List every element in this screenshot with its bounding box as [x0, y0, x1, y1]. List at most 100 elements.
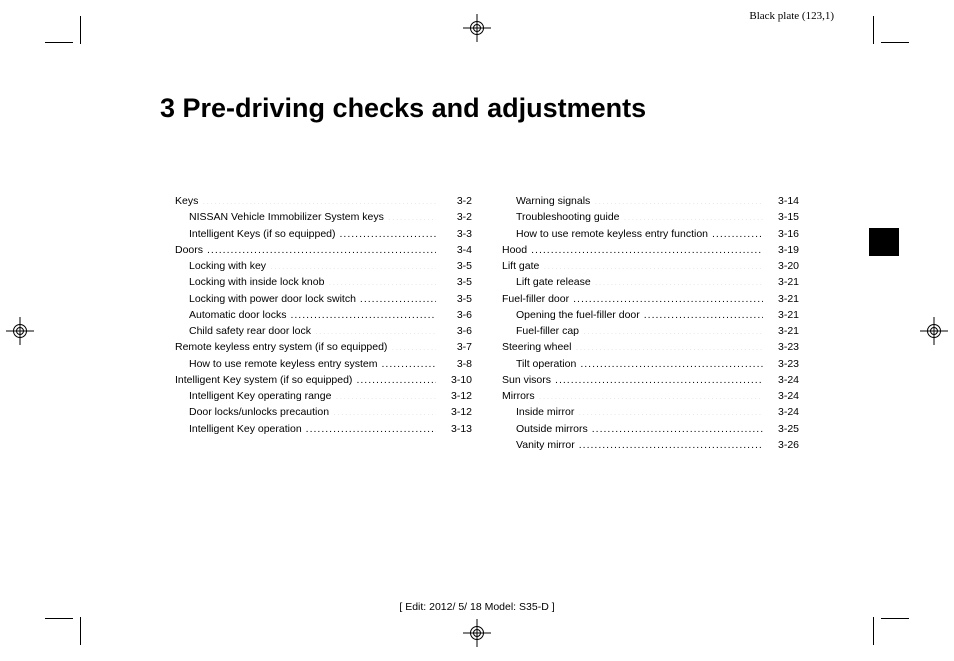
toc-page-number: 3-15: [767, 209, 799, 225]
registration-mark-icon: [463, 619, 491, 647]
crop-mark: [873, 617, 874, 645]
toc-row: Child safety rear door lock 3-6: [175, 323, 472, 339]
toc-leader-dots: [644, 307, 763, 318]
toc-leader-dots: [575, 340, 763, 351]
toc-label: Child safety rear door lock: [189, 323, 311, 339]
toc-leader-dots: [360, 291, 436, 302]
toc-label: Intelligent Key operating range: [189, 388, 331, 404]
toc-row: Mirrors 3-24: [502, 388, 799, 404]
toc-leader-dots: [592, 421, 763, 432]
toc-leader-dots: [306, 421, 436, 432]
toc-label: Lift gate: [502, 258, 539, 274]
toc-leader-dots: [391, 340, 436, 351]
toc-leader-dots: [270, 259, 436, 270]
crop-mark: [873, 16, 874, 44]
crop-mark: [881, 618, 909, 619]
toc-left-column: Keys3-2NISSAN Vehicle Immobilizer System…: [175, 193, 472, 453]
toc-row: Lift gate release 3-21: [502, 274, 799, 290]
toc-leader-dots: [340, 226, 436, 237]
toc-page-number: 3-26: [767, 437, 799, 453]
toc-row: Steering wheel3-23: [502, 339, 799, 355]
toc-row: Intelligent Keys (if so equipped)3-3: [175, 226, 472, 242]
toc-row: Fuel-filler cap3-21: [502, 323, 799, 339]
toc-label: Lift gate release: [516, 274, 591, 290]
toc-leader-dots: [555, 372, 763, 383]
toc-leader-dots: [381, 356, 436, 367]
toc-label: Locking with inside lock knob: [189, 274, 324, 290]
toc-leader-dots: [573, 291, 763, 302]
toc-row: Troubleshooting guide3-15: [502, 209, 799, 225]
toc-leader-dots: [388, 210, 436, 221]
toc-label: Keys: [175, 193, 198, 209]
toc-label: Locking with power door lock switch: [189, 291, 356, 307]
toc-label: Intelligent Keys (if so equipped): [189, 226, 336, 242]
toc-page-number: 3-24: [767, 372, 799, 388]
toc-row: Doors 3-4: [175, 242, 472, 258]
toc-row: Inside mirror3-24: [502, 404, 799, 420]
toc-leader-dots: [712, 226, 763, 237]
toc-leader-dots: [335, 389, 436, 400]
toc-page-number: 3-2: [440, 209, 472, 225]
toc-label: Intelligent Key system (if so equipped): [175, 372, 352, 388]
toc-page-number: 3-4: [440, 242, 472, 258]
toc-row: Intelligent Key operating range3-12: [175, 388, 472, 404]
toc-leader-dots: [580, 356, 763, 367]
toc-page-number: 3-14: [767, 193, 799, 209]
section-tab: [869, 228, 899, 256]
toc-page-number: 3-19: [767, 242, 799, 258]
toc-label: NISSAN Vehicle Immobilizer System keys: [189, 209, 384, 225]
toc-row: How to use remote keyless entry function…: [502, 226, 799, 242]
toc-page-number: 3-10: [440, 372, 472, 388]
toc-row: Intelligent Key operation3-13: [175, 421, 472, 437]
toc-page-number: 3-21: [767, 307, 799, 323]
toc-page-number: 3-21: [767, 274, 799, 290]
toc-leader-dots: [578, 405, 763, 416]
toc-row: NISSAN Vehicle Immobilizer System keys 3-…: [175, 209, 472, 225]
registration-mark-icon: [6, 317, 34, 345]
toc-leader-dots: [202, 194, 436, 205]
page-footer: [ Edit: 2012/ 5/ 18 Model: S35-D ]: [85, 601, 869, 613]
toc-label: Hood: [502, 242, 527, 258]
toc-page-number: 3-5: [440, 274, 472, 290]
toc-leader-dots: [594, 194, 763, 205]
toc-leader-dots: [539, 389, 763, 400]
toc-leader-dots: [543, 259, 763, 270]
toc-row: How to use remote keyless entry system3-…: [175, 356, 472, 372]
toc-page-number: 3-24: [767, 404, 799, 420]
toc-label: Fuel-filler door: [502, 291, 569, 307]
toc-leader-dots: [328, 275, 436, 286]
section-title: 3 Pre-driving checks and adjustments: [160, 93, 646, 124]
toc-page-number: 3-5: [440, 258, 472, 274]
toc-label: Steering wheel: [502, 339, 571, 355]
toc-row: Vanity mirror 3-26: [502, 437, 799, 453]
toc-label: Intelligent Key operation: [189, 421, 302, 437]
toc-label: Mirrors: [502, 388, 535, 404]
toc-leader-dots: [356, 372, 436, 383]
toc-leader-dots: [315, 324, 436, 335]
toc-label: Vanity mirror: [516, 437, 575, 453]
toc-page-number: 3-21: [767, 291, 799, 307]
toc-label: Remote keyless entry system (if so equip…: [175, 339, 387, 355]
toc-row: Outside mirrors 3-25: [502, 421, 799, 437]
toc-leader-dots: [579, 437, 763, 448]
toc-label: Warning signals: [516, 193, 590, 209]
toc-right-column: Warning signals 3-14Troubleshooting guide…: [502, 193, 799, 453]
toc-page-number: 3-12: [440, 404, 472, 420]
toc-row: Locking with inside lock knob 3-5: [175, 274, 472, 290]
toc-row: Opening the fuel-filler door3-21: [502, 307, 799, 323]
toc-row: Automatic door locks3-6: [175, 307, 472, 323]
plate-label: Black plate (123,1): [749, 10, 834, 22]
toc-label: Outside mirrors: [516, 421, 588, 437]
toc-page-number: 3-20: [767, 258, 799, 274]
toc-page-number: 3-25: [767, 421, 799, 437]
toc-page-number: 3-6: [440, 323, 472, 339]
toc-leader-dots: [624, 210, 763, 221]
toc-row: Locking with key3-5: [175, 258, 472, 274]
toc-leader-dots: [207, 242, 436, 253]
toc-page-number: 3-24: [767, 388, 799, 404]
toc-label: Doors: [175, 242, 203, 258]
toc-label: Tilt operation: [516, 356, 576, 372]
toc-row: Intelligent Key system (if so equipped) 3…: [175, 372, 472, 388]
toc-page-number: 3-7: [440, 339, 472, 355]
toc-columns: Keys3-2NISSAN Vehicle Immobilizer System…: [175, 193, 799, 453]
